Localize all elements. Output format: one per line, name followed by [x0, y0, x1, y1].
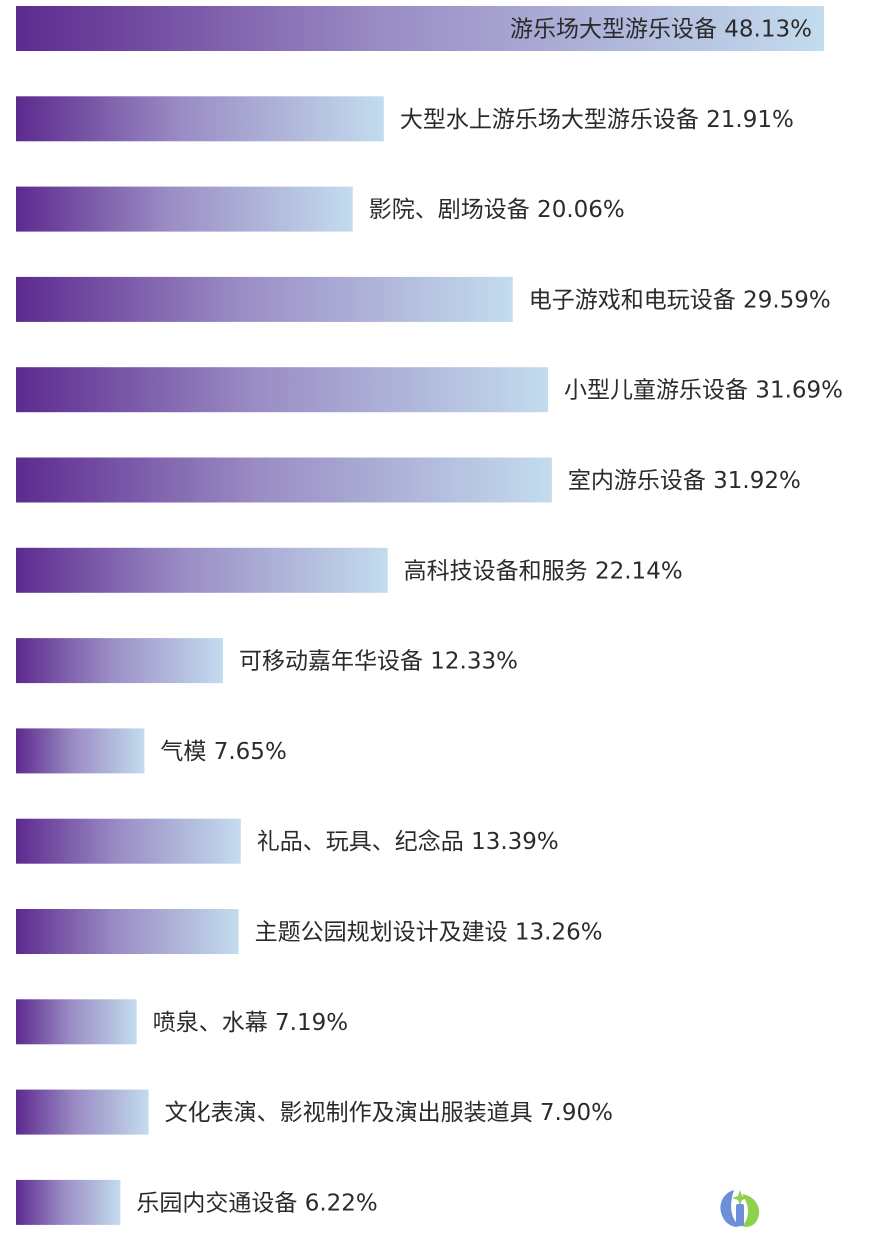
bar	[16, 6, 824, 51]
bar	[16, 999, 137, 1045]
bar	[16, 547, 388, 593]
brand-logo-icon	[720, 1190, 760, 1227]
bar-data-label: 大型水上游乐场大型游乐设备 21.91%	[400, 107, 794, 133]
bar	[16, 728, 145, 774]
bar-data-label: 高科技设备和服务 22.14%	[404, 558, 683, 584]
bar-data-label: 游乐场大型游乐设备 48.13%	[510, 17, 812, 43]
bar	[16, 1089, 149, 1135]
bar-data-label: 小型儿童游乐设备 31.69%	[564, 378, 843, 404]
bar-data-label: 乐园内交通设备 6.22%	[136, 1190, 377, 1216]
bar	[16, 638, 223, 684]
bar-data-label: 喷泉、水幕 7.19%	[153, 1010, 348, 1036]
bar-data-label: 可移动嘉年华设备 12.33%	[239, 649, 518, 675]
bar	[16, 367, 549, 413]
bar-data-label: 文化表演、影视制作及演出服装道具 7.90%	[165, 1100, 613, 1126]
labels-group: 游乐场大型游乐设备 48.13% 大型水上游乐场大型游乐设备 21.91% 影院、剧…	[136, 17, 843, 1217]
bar	[16, 186, 353, 232]
bar	[16, 276, 513, 322]
bar-data-label: 影院、剧场设备 20.06%	[369, 197, 625, 223]
bar	[16, 1179, 121, 1225]
bar-data-label: 主题公园规划设计及建设 13.26%	[255, 920, 603, 946]
bar-data-label: 气模 7.65%	[160, 739, 286, 765]
bars-group	[16, 6, 824, 1225]
bar-data-label: 电子游戏和电玩设备 29.59%	[529, 287, 831, 313]
bar-data-label: 室内游乐设备 31.92%	[568, 468, 801, 494]
bar	[16, 96, 384, 142]
bar	[16, 818, 241, 864]
bar-data-label: 礼品、玩具、纪念品 13.39%	[257, 829, 559, 855]
bar	[16, 909, 239, 954]
bar	[16, 457, 552, 503]
